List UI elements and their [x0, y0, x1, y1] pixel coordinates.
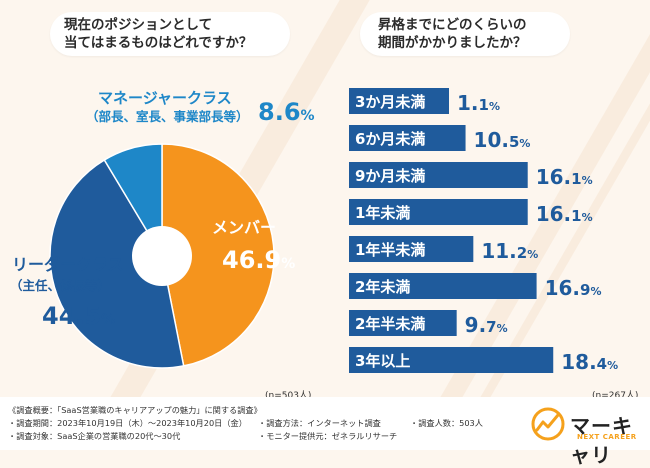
survey-target: ・調査対象：SaaS企業の営業職の20代～30代 [8, 431, 181, 441]
bar-label-4: 1年未満 [355, 204, 410, 222]
slice-label-leader: リーダークラス [12, 255, 124, 274]
bar-4 [349, 199, 528, 225]
slice-value-member: 46.9% [222, 246, 295, 274]
bar-question-line2: 期間がかかりましたか？ [378, 35, 527, 51]
bar-label-5: 1年半未満 [355, 241, 425, 259]
pie-slice-leader [49, 158, 185, 369]
bar-value-8: 18.4% [561, 350, 618, 374]
bar-3 [349, 162, 528, 188]
bar-value-1: 1.1% [457, 91, 500, 115]
pie-question-box [50, 12, 290, 56]
bar-label-2: 6か月未満 [355, 130, 425, 148]
bar-label-7: 2年半未満 [355, 315, 425, 333]
pie-slice-member [161, 143, 275, 367]
logo-subtitle: NEXT CAREER [577, 433, 637, 441]
bar-value-4: 16.1% [536, 202, 593, 226]
bar-question-box [360, 12, 570, 56]
bar-value-6: 16.9% [545, 276, 602, 300]
pie-question-line1: 現在のポジションとして [64, 17, 213, 33]
bar-8 [349, 347, 554, 373]
bar-label-8: 3年以上 [355, 352, 410, 370]
bar-5 [349, 236, 474, 262]
slice-label-member: メンバー [212, 218, 276, 237]
bar-value-3: 16.1% [536, 165, 593, 189]
pie-question: 現在のポジションとして 当てはまるものはどれですか？ [64, 16, 252, 52]
bar-value-7: 9.7% [465, 313, 508, 337]
survey-method: ・調査方法：インターネット調査 [258, 418, 381, 428]
slice-sublabel-manager: （部長、室長、事業部長等） [86, 109, 249, 124]
slice-label-manager: マネージャークラス [98, 89, 232, 107]
bar-n-label: (n=267人) [592, 390, 638, 401]
pie-question-line2: 当てはまるものはどれですか？ [64, 35, 253, 51]
pie-n-label: (n=503人) [265, 390, 311, 401]
bar-value-2: 10.5% [474, 128, 531, 152]
pie-hole [132, 226, 192, 286]
bar-label-6: 2年未満 [355, 278, 410, 296]
pie-chart: メンバー 46.9% リーダークラス （主任、係長等） 44.5% マネージャー… [10, 88, 638, 401]
bar-label-1: 3か月未満 [355, 93, 425, 111]
logo-icon [531, 407, 565, 441]
bar-label-3: 9か月未満 [355, 167, 425, 185]
survey-provider: ・モニター提供元：ゼネラルリサーチ [258, 431, 398, 441]
survey-count: ・調査人数：503人 [410, 418, 483, 428]
survey-title: 《調査概要：「SaaS営業職のキャリアアップの魅力」に関する調査》 [8, 405, 262, 415]
bar-7 [349, 310, 457, 336]
bar-question-line1: 昇格までにどのくらいの [378, 17, 527, 33]
slice-value-leader: 44.5% [42, 302, 115, 330]
bar-question: 昇格までにどのくらいの 期間がかかりましたか？ [378, 16, 527, 52]
bar-6 [349, 273, 537, 299]
survey-period: ・調査期間：2023年10月19日（木）～2023年10月20日（金） [8, 418, 247, 428]
bar-2 [349, 125, 466, 151]
slice-sublabel-leader: （主任、係長等） [10, 278, 110, 293]
bar-1 [349, 88, 449, 114]
pie-slice-manager [103, 143, 163, 259]
slice-value-manager: 8.6% [258, 98, 315, 126]
bar-value-5: 11.2% [481, 239, 538, 263]
